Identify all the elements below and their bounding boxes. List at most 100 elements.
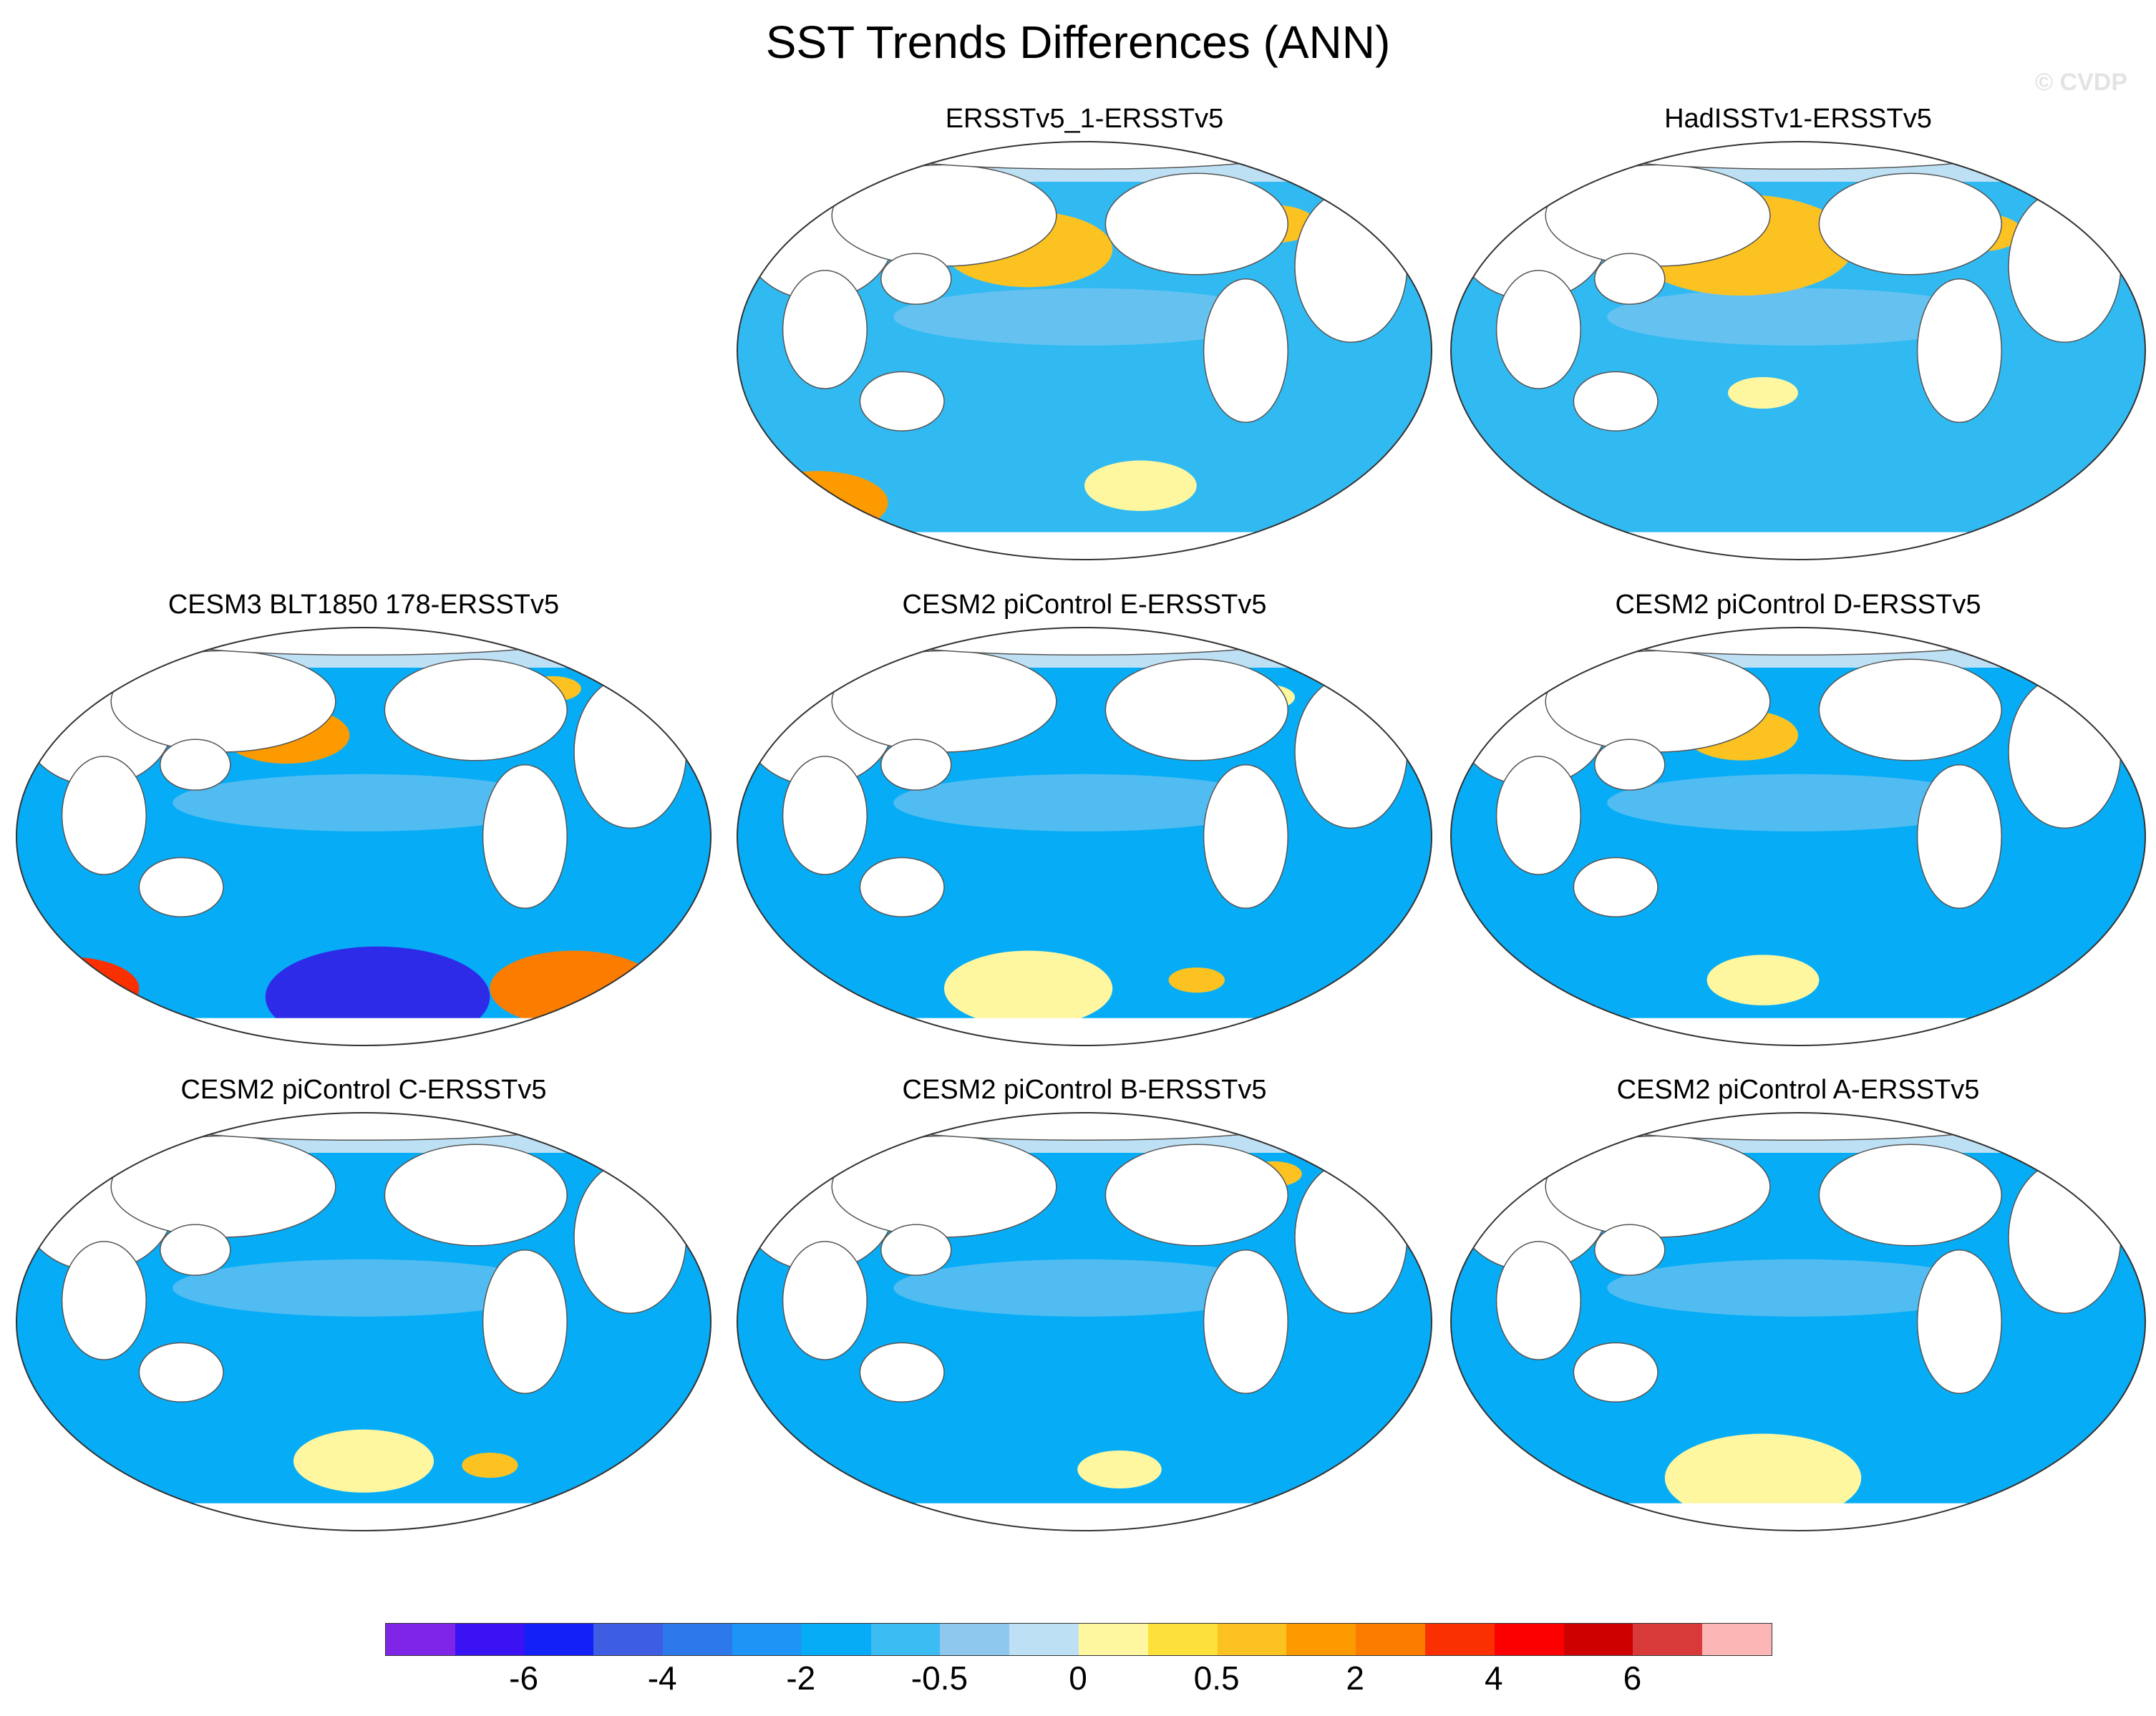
landmass: [782, 1241, 868, 1360]
map-boundary: [1450, 627, 2146, 1046]
anomaly-region: [1168, 967, 1225, 993]
colorbar-box: [1078, 1624, 1148, 1655]
colorbar-box: [1147, 1624, 1218, 1655]
anomaly-region: [1077, 1451, 1162, 1488]
landmass: [1104, 172, 1288, 276]
landmass: [1294, 1161, 1408, 1314]
colorbar-label: 0: [1069, 1659, 1087, 1697]
colorbar-label: 0.5: [1193, 1659, 1240, 1697]
landmass: [1495, 270, 1581, 389]
landmass: [1916, 278, 2002, 424]
colorbar-box: [1494, 1624, 1564, 1655]
colorbar-box: [801, 1624, 871, 1655]
landmass: [880, 738, 952, 791]
antarctica: [16, 1503, 711, 1531]
landmass: [873, 628, 1296, 656]
map-boundary: [16, 627, 712, 1046]
cvdp-credit: © CVDP: [2035, 69, 2127, 96]
landmass: [1916, 764, 2002, 910]
anomaly-region: [1706, 955, 1820, 1005]
antarctica: [1451, 532, 2145, 560]
tropical-band: [1607, 774, 1989, 832]
landmass: [1818, 1144, 2002, 1247]
landmass: [1545, 164, 1771, 267]
tropical-band: [173, 774, 555, 832]
colorbar-label: 6: [1623, 1659, 1642, 1697]
colorbar: [385, 1623, 1772, 1656]
colorbar-box: [1633, 1624, 1703, 1655]
colorbar-box: [1009, 1624, 1079, 1655]
colorbar-box: [940, 1624, 1010, 1655]
panel-title: CESM2 piControl D-ERSSTv5: [1615, 590, 1981, 620]
map-panel: CESM2 piControl D-ERSSTv5: [1440, 590, 2156, 1048]
map-panel: CESM2 piControl C-ERSSTv5: [6, 1075, 722, 1533]
landmass: [1916, 1249, 2002, 1395]
landmass: [880, 1224, 952, 1276]
anomaly-region: [747, 471, 888, 535]
colorbar-box: [1563, 1624, 1633, 1655]
tropical-band: [893, 1259, 1276, 1317]
colorbar-box: [455, 1624, 525, 1655]
landmass: [482, 1249, 568, 1395]
landmass: [782, 756, 868, 875]
anomaly-region: [1728, 376, 1798, 409]
map-panel: CESM2 piControl B-ERSSTv5: [727, 1075, 1442, 1533]
map-boundary: [16, 1112, 712, 1531]
panel-title: CESM2 piControl E-ERSSTv5: [902, 590, 1267, 620]
panel-title: CESM2 piControl C-ERSSTv5: [180, 1075, 547, 1105]
colorbar-box: [1702, 1624, 1772, 1655]
map-panel: CESM2 piControl A-ERSSTv5: [1440, 1075, 2156, 1533]
colorbar-box: [1356, 1624, 1425, 1655]
panel-title: CESM2 piControl B-ERSSTv5: [902, 1075, 1267, 1105]
colorbar-box: [732, 1624, 802, 1655]
map-plot: [737, 141, 1432, 560]
colorbar-box: [663, 1624, 732, 1655]
map-panel: HadISSTv1-ERSSTv5: [1440, 104, 2156, 562]
landmass: [110, 1135, 336, 1238]
colorbar-labels: -6 -4 -2 -0.5 0 0.5 2 4 6: [385, 1659, 1771, 1702]
anomaly-region: [1084, 460, 1197, 512]
anomaly-region: [1664, 1433, 1862, 1523]
landmass: [1104, 1144, 1288, 1247]
landmass: [61, 756, 147, 875]
landmass: [859, 371, 945, 432]
map-panel: CESM2 piControl E-ERSSTv5: [727, 590, 1442, 1048]
tropical-band: [1607, 1259, 1989, 1317]
tropical-band: [173, 1259, 555, 1317]
landmass: [384, 1144, 568, 1247]
antarctica: [737, 1503, 1432, 1531]
map-boundary: [737, 141, 1432, 560]
panel-title: ERSSTv5_1-ERSSTv5: [945, 104, 1224, 134]
tropical-band: [893, 774, 1276, 832]
colorbar-label: 4: [1485, 1659, 1503, 1697]
landmass: [1594, 1224, 1666, 1276]
landmass: [873, 142, 1296, 170]
colorbar-label: 2: [1346, 1659, 1364, 1697]
antarctica: [737, 532, 1432, 560]
landmass: [2008, 676, 2122, 829]
colorbar-box: [1286, 1624, 1356, 1655]
anomaly-region: [490, 950, 659, 1027]
map-plot: [1450, 1112, 2146, 1531]
map-boundary: [1450, 1112, 2146, 1531]
landmass: [831, 1135, 1057, 1238]
landmass: [1818, 172, 2002, 276]
map-boundary: [737, 1112, 1432, 1531]
colorbar-label: -4: [647, 1659, 677, 1697]
map-plot: [1450, 627, 2146, 1046]
landmass: [1587, 1113, 2009, 1141]
colorbar-box: [524, 1624, 594, 1655]
map-plot: [1450, 141, 2146, 560]
colorbar-box: [386, 1624, 455, 1655]
map-plot: [16, 1112, 712, 1531]
colorbar-box: [593, 1624, 664, 1655]
landmass: [1495, 1241, 1581, 1360]
tropical-band: [893, 288, 1276, 346]
map-panel: CESM3 BLT1850 178-ERSSTv5: [6, 590, 722, 1048]
colorbar-box: [1217, 1624, 1287, 1655]
figure-title: SST Trends Differences (ANN): [765, 16, 1391, 68]
antarctica: [1451, 1503, 2145, 1531]
landmass: [782, 270, 868, 389]
antarctica: [1451, 1018, 2145, 1045]
colorbar-box: [1424, 1624, 1495, 1655]
